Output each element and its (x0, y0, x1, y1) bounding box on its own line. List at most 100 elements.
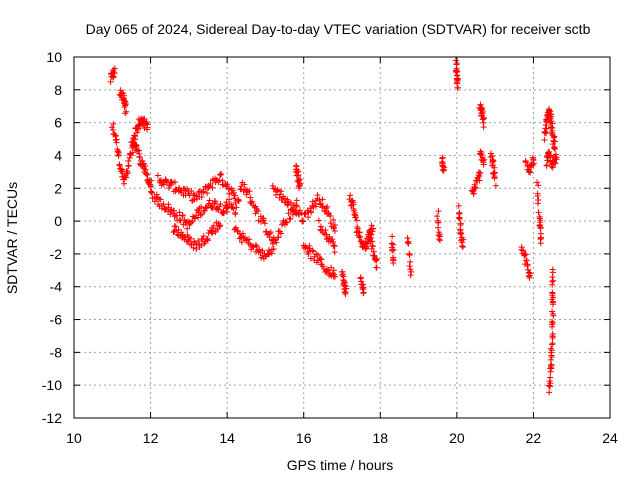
data-point (153, 191, 160, 198)
data-point (434, 217, 441, 224)
data-point (319, 263, 326, 270)
data-point (296, 185, 303, 192)
y-tick-label: 0 (54, 213, 62, 229)
data-point (189, 197, 196, 204)
data-point (543, 118, 550, 125)
data-point (404, 239, 411, 246)
data-point (259, 247, 266, 254)
data-point (195, 237, 202, 244)
data-point (434, 213, 441, 220)
data-point (322, 227, 329, 234)
data-point (233, 224, 240, 231)
grid-lines (74, 57, 610, 418)
data-point (235, 197, 242, 204)
data-point (212, 228, 219, 235)
data-point (198, 242, 205, 249)
data-point (475, 169, 482, 176)
x-tick-label: 14 (219, 430, 235, 446)
data-point (125, 162, 132, 169)
data-point (261, 220, 268, 227)
data-point (435, 224, 442, 231)
data-point (154, 172, 161, 179)
data-point (551, 145, 558, 152)
data-point (547, 374, 554, 381)
data-point (147, 182, 154, 189)
data-point (325, 209, 332, 216)
data-point (300, 218, 307, 225)
data-point (198, 194, 205, 201)
data-point (330, 267, 337, 274)
data-point (323, 266, 330, 273)
data-point (287, 215, 294, 222)
data-point (305, 214, 312, 221)
x-tick-label: 18 (372, 430, 388, 446)
data-point (369, 243, 376, 250)
data-point (238, 239, 245, 246)
y-tick-label: -10 (42, 377, 62, 393)
data-point (296, 181, 303, 188)
y-tick-label: 6 (54, 115, 62, 131)
data-point (255, 208, 262, 215)
data-point (390, 246, 397, 253)
data-point (366, 227, 373, 234)
data-point (476, 173, 483, 180)
data-point (407, 266, 414, 273)
data-point (390, 254, 397, 261)
data-point (551, 146, 558, 153)
data-point (290, 202, 297, 209)
data-point (489, 153, 496, 160)
y-axis-label: SDTVAR / TECUs (4, 182, 20, 294)
data-point (550, 277, 557, 284)
data-point (230, 205, 237, 212)
data-point (541, 136, 548, 143)
data-point (526, 168, 533, 175)
data-point (136, 123, 143, 130)
data-point (360, 289, 367, 296)
data-point (549, 266, 556, 273)
data-point (537, 234, 544, 241)
data-point (549, 290, 556, 297)
data-point (480, 119, 487, 126)
data-point (480, 161, 487, 168)
data-point (123, 174, 130, 181)
data-point (368, 235, 375, 242)
data-point (230, 189, 237, 196)
data-point (459, 243, 466, 250)
data-point (207, 180, 214, 187)
data-point (357, 274, 364, 281)
data-point (283, 219, 290, 226)
chart-title: Day 065 of 2024, Sidereal Day-to-day VTE… (86, 21, 591, 37)
y-tick-label: 2 (54, 180, 62, 196)
data-point (407, 258, 414, 265)
data-point (144, 124, 151, 131)
data-point (332, 273, 339, 280)
data-point (550, 301, 557, 308)
y-tick-label: -12 (42, 410, 62, 426)
data-point (440, 167, 447, 174)
data-point (302, 244, 309, 251)
data-point (530, 160, 537, 167)
data-point (134, 126, 141, 133)
data-point (130, 139, 137, 146)
y-tick-label: 8 (54, 82, 62, 98)
plot-frame (73, 56, 611, 419)
data-point (327, 220, 334, 227)
data-point (224, 208, 231, 215)
data-point (331, 227, 338, 234)
data-point (309, 247, 316, 254)
data-point (217, 201, 224, 208)
data-point (307, 255, 314, 262)
data-point (134, 129, 141, 136)
data-point (373, 257, 380, 264)
data-point (551, 133, 558, 140)
data-point (204, 235, 211, 242)
data-point (356, 234, 363, 241)
data-point (198, 203, 205, 210)
data-point (190, 244, 197, 251)
data-point (435, 208, 442, 215)
data-point (122, 110, 129, 117)
data-point (369, 228, 376, 235)
data-point (549, 127, 556, 134)
data-point (148, 177, 155, 184)
